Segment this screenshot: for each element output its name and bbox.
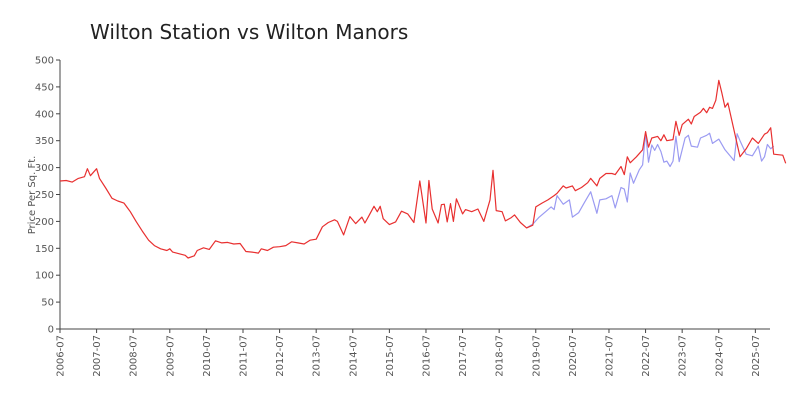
series-line-wilton-manors (526, 132, 775, 229)
x-tick-label: 2017-07 (458, 335, 469, 377)
y-tick-label: 50 (41, 298, 54, 309)
x-tick-label: 2015-07 (385, 335, 396, 377)
x-tick-label: 2012-07 (275, 335, 286, 377)
x-tick-label: 2011-07 (238, 335, 249, 377)
y-tick-label: 200 (35, 217, 54, 228)
x-tick-label: 2014-07 (348, 335, 359, 377)
x-tick-label: 2025-07 (751, 335, 762, 377)
x-tick-label: 2024-07 (714, 335, 725, 377)
y-tick-label: 450 (35, 82, 54, 93)
y-tick-label: 500 (35, 56, 54, 67)
x-tick-label: 2009-07 (165, 335, 176, 377)
x-axis-ticks: 2006-07 2007-07 2008-07 2009-07 2010-07 2011-… (56, 329, 762, 377)
x-tick-label: 2022-07 (641, 335, 652, 377)
y-tick-label: 100 (35, 271, 54, 282)
x-tick-label: 2021-07 (604, 335, 615, 377)
y-tick-label: 350 (35, 136, 54, 147)
y-tick-label: 300 (35, 163, 54, 174)
x-tick-label: 2013-07 (312, 335, 323, 377)
series-lines (59, 79, 787, 259)
y-axis-label: Price Per Sq. Ft. (27, 156, 38, 235)
y-tick-label: 250 (35, 190, 54, 201)
axes (59, 60, 770, 330)
x-tick-label: 2020-07 (568, 335, 579, 377)
x-tick-label: 2010-07 (202, 335, 213, 377)
x-tick-label: 2006-07 (56, 335, 67, 377)
chart-title: Wilton Station vs Wilton Manors (90, 20, 409, 44)
y-tick-label: 400 (35, 109, 54, 120)
y-tick-label: 150 (35, 244, 54, 255)
y-tick-label: 0 (48, 325, 54, 336)
y-axis-ticks: 0 50 100 150 200 250 300 350 400 450 500 (35, 56, 60, 336)
x-tick-label: 2008-07 (129, 335, 140, 377)
x-tick-label: 2019-07 (531, 335, 542, 377)
x-tick-label: 2016-07 (421, 335, 432, 377)
x-tick-label: 2018-07 (495, 335, 506, 377)
series-line-wilton-station (59, 79, 787, 259)
x-tick-label: 2007-07 (92, 335, 103, 377)
x-tick-label: 2023-07 (678, 335, 689, 377)
